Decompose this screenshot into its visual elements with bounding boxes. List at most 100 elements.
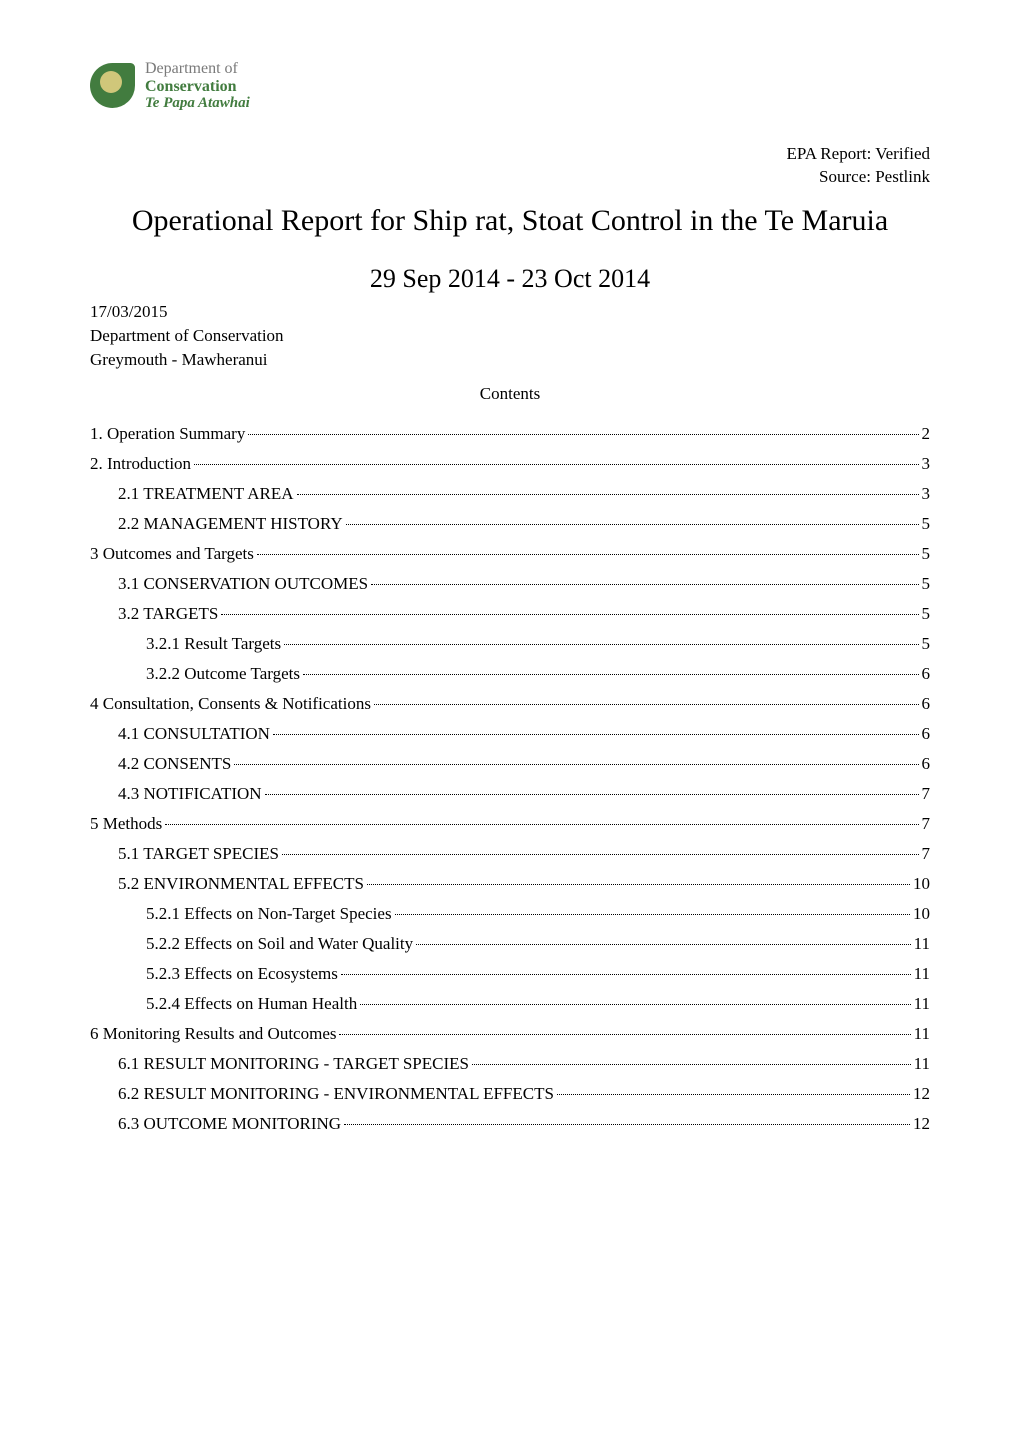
toc-leader xyxy=(371,584,918,585)
toc-leader xyxy=(341,974,911,975)
toc-entry-text: 3.1 CONSERVATION OUTCOMES xyxy=(118,574,368,594)
toc-entry: 6.1 RESULT MONITORING - TARGET SPECIES 11 xyxy=(90,1054,930,1074)
toc-entry-page: 5 xyxy=(922,604,931,624)
toc-entry: 3.2 TARGETS 5 xyxy=(90,604,930,624)
toc-entry: 5.2.2 Effects on Soil and Water Quality 1… xyxy=(90,934,930,954)
toc-entry: 3.2.1 Result Targets 5 xyxy=(90,634,930,654)
toc-entry-text: 5.1 TARGET SPECIES xyxy=(118,844,279,864)
toc-entry: 5.2.1 Effects on Non-Target Species 10 xyxy=(90,904,930,924)
toc-entry-page: 6 xyxy=(922,724,931,744)
toc-leader xyxy=(284,644,918,645)
toc-entry-page: 6 xyxy=(922,754,931,774)
header-metadata: EPA Report: Verified Source: Pestlink xyxy=(90,142,930,190)
source-label: Source: Pestlink xyxy=(90,165,930,189)
toc-leader xyxy=(416,944,911,945)
toc-leader xyxy=(346,524,919,525)
toc-entry-text: 6.1 RESULT MONITORING - TARGET SPECIES xyxy=(118,1054,469,1074)
toc-leader xyxy=(194,464,918,465)
toc-entry: 5 Methods 7 xyxy=(90,814,930,834)
logo: Department of Conservation Te Papa Atawh… xyxy=(90,60,930,112)
toc-entry-text: 4.1 CONSULTATION xyxy=(118,724,270,744)
toc-entry-text: 6.2 RESULT MONITORING - ENVIRONMENTAL EF… xyxy=(118,1084,554,1104)
toc-entry-page: 7 xyxy=(922,814,931,834)
date-range: 29 Sep 2014 - 23 Oct 2014 xyxy=(90,264,930,294)
toc-entry-page: 10 xyxy=(913,874,930,894)
toc-leader xyxy=(273,734,919,735)
logo-text: Department of Conservation Te Papa Atawh… xyxy=(145,60,250,112)
toc-leader xyxy=(297,494,919,495)
toc-entry-page: 11 xyxy=(914,964,930,984)
toc-entry: 6 Monitoring Results and Outcomes 11 xyxy=(90,1024,930,1044)
epa-report-status: EPA Report: Verified xyxy=(90,142,930,166)
toc-entry-text: 3.2 TARGETS xyxy=(118,604,218,624)
meta-location: Greymouth - Mawheranui xyxy=(90,348,930,372)
toc-leader xyxy=(257,554,919,555)
toc-leader xyxy=(234,764,918,765)
toc-entry-text: 5.2.3 Effects on Ecosystems xyxy=(146,964,338,984)
toc-entry-page: 5 xyxy=(922,634,931,654)
toc-entry-text: 6 Monitoring Results and Outcomes xyxy=(90,1024,336,1044)
toc-entry-page: 7 xyxy=(922,784,931,804)
toc-entry: 6.2 RESULT MONITORING - ENVIRONMENTAL EF… xyxy=(90,1084,930,1104)
toc-entry: 2.2 MANAGEMENT HISTORY5 xyxy=(90,514,930,534)
toc-entry-text: 4.2 CONSENTS xyxy=(118,754,231,774)
toc-entry-text: 5.2.1 Effects on Non-Target Species xyxy=(146,904,392,924)
toc-leader xyxy=(344,1124,910,1125)
toc-entry-text: 5.2.4 Effects on Human Health xyxy=(146,994,357,1014)
toc-entry-page: 2 xyxy=(922,424,931,444)
toc-entry-page: 3 xyxy=(922,484,931,504)
toc-entry: 5.2.4 Effects on Human Health 11 xyxy=(90,994,930,1014)
toc-entry-page: 5 xyxy=(922,574,931,594)
logo-line3: Te Papa Atawhai xyxy=(145,95,250,112)
toc-entry-page: 12 xyxy=(913,1114,930,1134)
toc-leader xyxy=(395,914,910,915)
toc-entry-text: 2.2 MANAGEMENT HISTORY xyxy=(118,514,343,534)
toc-entry-text: 5.2.2 Effects on Soil and Water Quality xyxy=(146,934,413,954)
toc-entry-text: 5.2 ENVIRONMENTAL EFFECTS xyxy=(118,874,364,894)
toc-entry: 2. Introduction3 xyxy=(90,454,930,474)
toc-entry: 5.2 ENVIRONMENTAL EFFECTS 10 xyxy=(90,874,930,894)
toc-entry: 3 Outcomes and Targets 5 xyxy=(90,544,930,564)
toc-entry-page: 11 xyxy=(914,994,930,1014)
logo-icon xyxy=(90,63,135,108)
toc-entry-page: 12 xyxy=(913,1084,930,1104)
toc-leader xyxy=(472,1064,911,1065)
toc-entry-page: 10 xyxy=(913,904,930,924)
document-meta: 17/03/2015 Department of Conservation Gr… xyxy=(90,300,930,371)
toc-leader xyxy=(265,794,919,795)
toc-entry: 4.1 CONSULTATION 6 xyxy=(90,724,930,744)
toc-entry-page: 3 xyxy=(922,454,931,474)
main-title: Operational Report for Ship rat, Stoat C… xyxy=(90,201,930,240)
toc-entry: 4.3 NOTIFICATION7 xyxy=(90,784,930,804)
toc-entry: 3.2.2 Outcome Targets6 xyxy=(90,664,930,684)
toc-leader xyxy=(303,674,919,675)
toc-leader xyxy=(339,1034,910,1035)
logo-line2: Conservation xyxy=(145,78,250,96)
toc-entry-page: 11 xyxy=(914,1054,930,1074)
table-of-contents: 1. Operation Summary2 2. Introduction3 2.1… xyxy=(90,424,930,1134)
logo-line1: Department of xyxy=(145,60,250,78)
toc-entry-page: 7 xyxy=(922,844,931,864)
meta-date: 17/03/2015 xyxy=(90,300,930,324)
toc-entry-text: 2.1 TREATMENT AREA xyxy=(118,484,294,504)
toc-entry: 2.1 TREATMENT AREA 3 xyxy=(90,484,930,504)
toc-entry-text: 3.2.1 Result Targets xyxy=(146,634,281,654)
meta-org: Department of Conservation xyxy=(90,324,930,348)
toc-entry: 5.1 TARGET SPECIES 7 xyxy=(90,844,930,864)
toc-leader xyxy=(248,434,918,435)
toc-leader xyxy=(374,704,919,705)
toc-entry-text: 3.2.2 Outcome Targets xyxy=(146,664,300,684)
toc-leader xyxy=(557,1094,910,1095)
toc-entry: 4.2 CONSENTS 6 xyxy=(90,754,930,774)
toc-entry-page: 6 xyxy=(922,694,931,714)
toc-entry-page: 11 xyxy=(914,934,930,954)
toc-entry: 1. Operation Summary2 xyxy=(90,424,930,444)
toc-entry-text: 5 Methods xyxy=(90,814,162,834)
toc-leader xyxy=(282,854,919,855)
toc-entry-text: 3 Outcomes and Targets xyxy=(90,544,254,564)
toc-entry: 5.2.3 Effects on Ecosystems 11 xyxy=(90,964,930,984)
toc-entry-text: 4 Consultation, Consents & Notifications xyxy=(90,694,371,714)
toc-entry-page: 11 xyxy=(914,1024,930,1044)
toc-entry-page: 5 xyxy=(922,544,931,564)
toc-entry: 3.1 CONSERVATION OUTCOMES 5 xyxy=(90,574,930,594)
